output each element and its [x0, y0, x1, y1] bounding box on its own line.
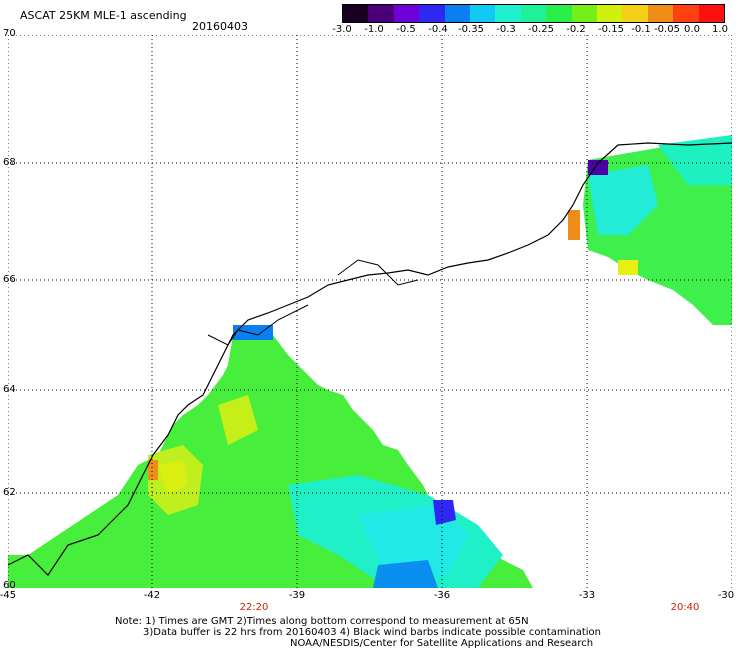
lat-label: 66: [3, 274, 16, 285]
note-line: Note: 1) Times are GMT 2)Times along bot…: [115, 616, 529, 627]
colorbar-swatch: [622, 5, 648, 22]
blue-area: [373, 560, 438, 588]
date-label: 20160403: [192, 20, 248, 33]
lon-label: -42: [143, 590, 161, 601]
colorbar-label: 1.0: [712, 24, 728, 35]
colorbar-swatch: [571, 5, 598, 22]
lat-label: 64: [3, 384, 16, 395]
lon-label: -45: [0, 590, 17, 601]
colorbar-swatch: [520, 5, 547, 22]
colorbar-label: -0.3: [496, 24, 516, 35]
colorbar-swatch: [444, 5, 471, 22]
colorbar-label: -1.0: [364, 24, 384, 35]
product-title: ASCAT 25KM MLE-1 ascending: [20, 9, 187, 22]
data-swaths: [8, 135, 732, 588]
colorbar-label: -0.05: [654, 24, 680, 35]
orange-patch: [148, 460, 158, 480]
cyan-area: [658, 135, 732, 185]
credit-line: NOAA/NESDIS/Center for Satellite Applica…: [290, 638, 594, 649]
note-line: 3)Data buffer is 22 hrs from 20160403 4)…: [143, 627, 601, 638]
lon-label: -33: [578, 590, 596, 601]
colorbar-label: -0.1: [631, 24, 651, 35]
coastline: [8, 142, 732, 576]
colorbar-swatch: [470, 5, 496, 22]
cyan-area: [588, 165, 658, 235]
yellow-patch: [218, 395, 258, 445]
graticule: [8, 35, 732, 588]
blue-area: [233, 325, 273, 340]
colorbar-swatch: [419, 5, 445, 22]
lat-label: 62: [3, 487, 16, 498]
wind-map: [8, 35, 732, 588]
colorbar-swatch: [495, 5, 521, 22]
lon-label: -39: [288, 590, 306, 601]
colorbar-label: 0.0: [684, 24, 700, 35]
blue-area: [433, 500, 456, 525]
lat-label: 68: [3, 157, 16, 168]
colorbar-swatch: [698, 5, 725, 22]
colorbar-swatch: [368, 5, 394, 22]
colorbar-label: -0.2: [566, 24, 586, 35]
colorbar-label: -0.35: [458, 24, 484, 35]
colorbar-label: -0.15: [598, 24, 624, 35]
colorbar-label: -3.0: [332, 24, 352, 35]
colorbar-swatch: [546, 5, 572, 22]
yellow-patch: [618, 260, 638, 275]
lat-label: 70: [3, 28, 16, 39]
colorbar-label: -0.5: [396, 24, 416, 35]
colorbar-swatch: [393, 5, 420, 22]
colorbar-swatch: [597, 5, 623, 22]
coastline: [207, 304, 309, 346]
colorbar-swatch: [673, 5, 699, 22]
colorbar-label: -0.25: [528, 24, 554, 35]
colorbar-swatch: [343, 5, 369, 22]
coastline: [337, 259, 419, 286]
time-label: 22:20: [239, 602, 269, 613]
lon-label: -30: [717, 590, 735, 601]
yellow-patch: [158, 460, 188, 495]
colorbar-label: -0.4: [428, 24, 448, 35]
colorbar-swatch: [647, 5, 674, 22]
orange-patch: [568, 210, 580, 240]
time-label: 20:40: [670, 602, 700, 613]
lon-label: -36: [433, 590, 451, 601]
lat-label: 60: [3, 580, 16, 591]
colorbar: [342, 4, 725, 23]
